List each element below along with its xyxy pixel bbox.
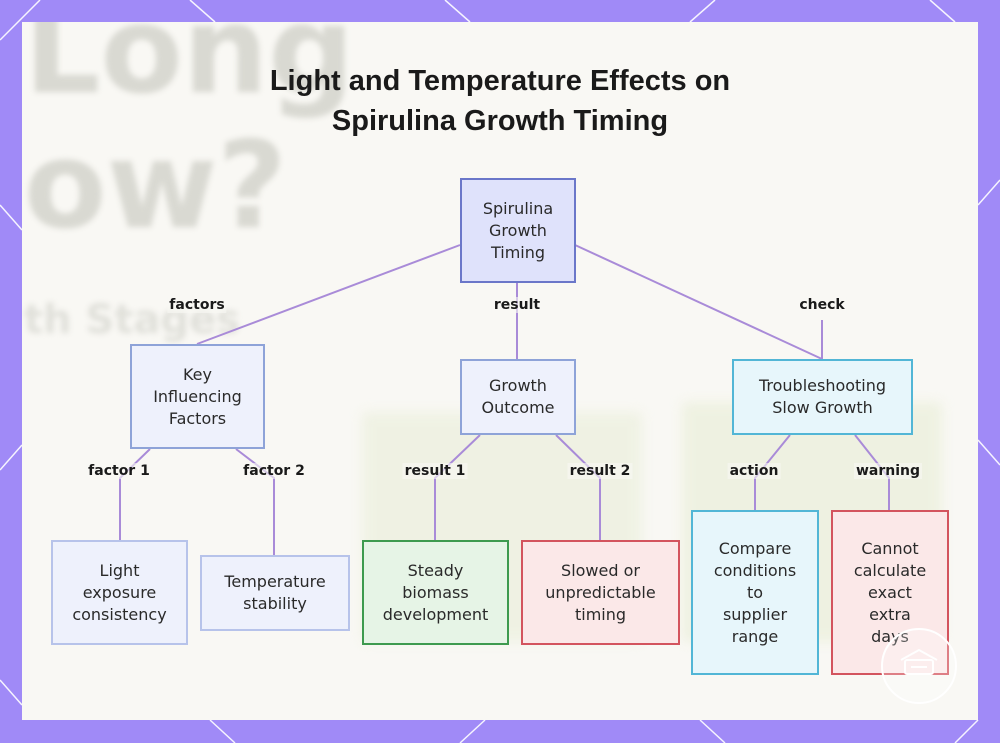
edge-label-result-1: result 1 — [402, 463, 468, 479]
node-slowed-or-unpredictable-timing: Slowed or unpredictable timing — [521, 540, 680, 645]
graduation-cap-icon — [900, 648, 938, 675]
diagram-title-line-2: Spirulina Growth Timing — [331, 105, 669, 137]
edge-label-action: action — [727, 463, 781, 479]
node-compare-conditions: Compare conditions to supplier range — [691, 510, 819, 675]
edge-label-result-2: result 2 — [567, 463, 633, 479]
node-light-exposure-consistency: Light exposure consistency — [51, 540, 188, 645]
edge-label-result: result — [491, 297, 543, 313]
watermark-logo — [881, 628, 957, 704]
edge-label-factor-1: factor 1 — [86, 463, 152, 479]
node-key-influencing-factors: Key Influencing Factors — [130, 344, 265, 449]
diagram-title-line-1: Light and Temperature Effects on — [269, 65, 731, 97]
edge-label-factors: factors — [167, 297, 227, 313]
edge-label-warning: warning — [853, 463, 923, 479]
node-troubleshooting-slow-growth: Troubleshooting Slow Growth — [732, 359, 913, 435]
node-growth-outcome: Growth Outcome — [460, 359, 576, 435]
node-temperature-stability: Temperature stability — [200, 555, 350, 631]
node-spirulina-growth-timing: Spirulina Growth Timing — [460, 178, 576, 283]
edge-label-factor-2: factor 2 — [241, 463, 307, 479]
background-heading-1: Long — [24, 22, 355, 121]
edge-label-check: check — [797, 297, 847, 313]
node-steady-biomass-development: Steady biomass development — [362, 540, 509, 645]
background-heading-2: ow? — [24, 117, 287, 256]
